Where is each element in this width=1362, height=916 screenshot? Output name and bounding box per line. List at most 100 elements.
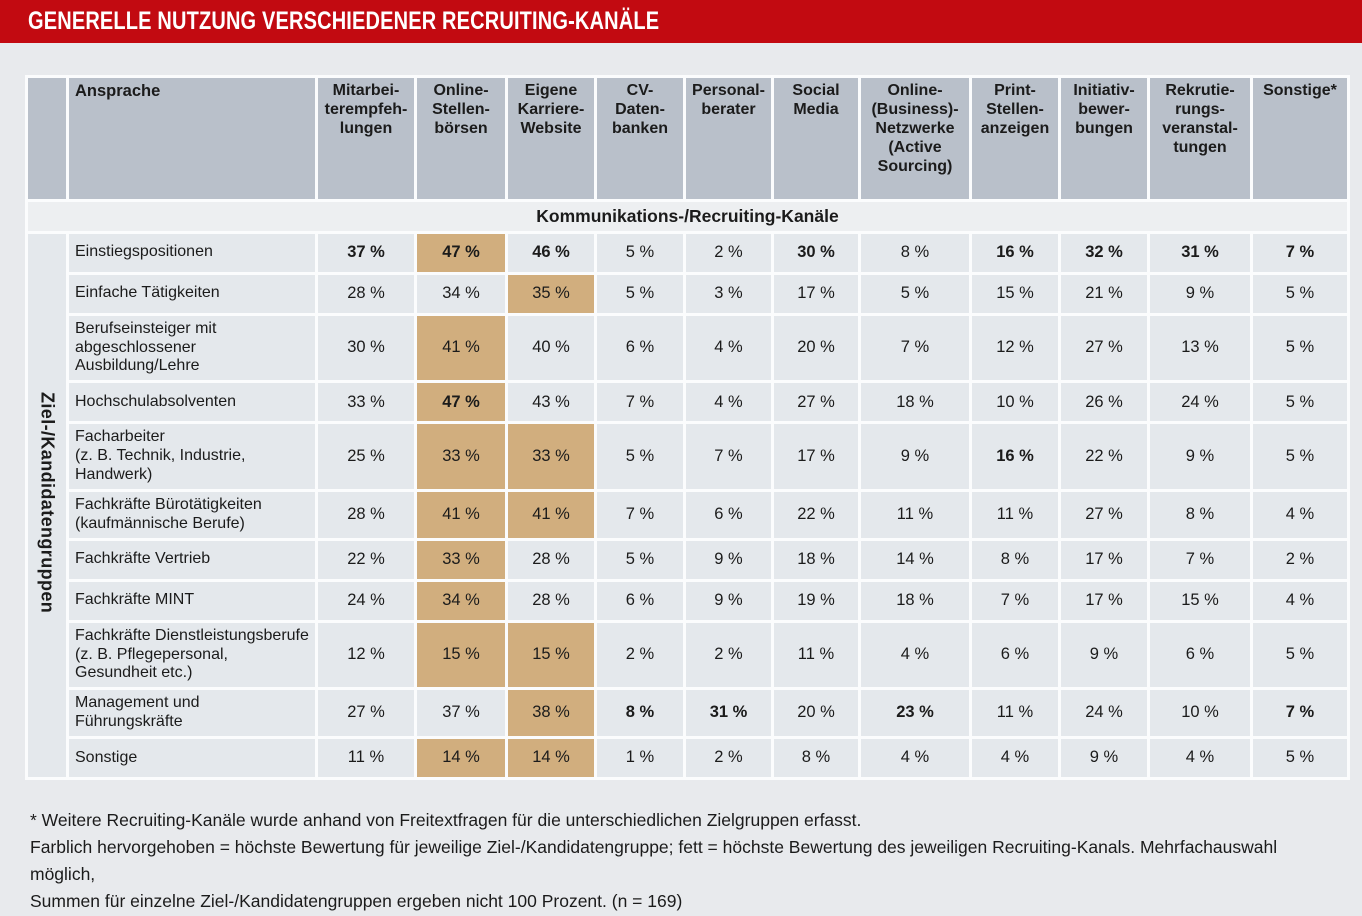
value-cell: 33 % [417,540,505,579]
value-cell: 2 % [1253,540,1347,579]
row-label: Sonstige [69,739,315,778]
value-cell: 15 % [972,274,1058,313]
value-cell: 20 % [774,690,858,737]
column-header: Online- (Business)- Netzwerke (Active So… [861,78,969,199]
value-cell: 34 % [417,581,505,620]
row-label: Management und Führungskräfte [69,690,315,737]
value-cell: 8 % [597,690,683,737]
table-row: Fachkräfte Bürotätigkeiten (kaufmännisch… [28,491,1347,538]
column-header: CV- Daten- banken [597,78,683,199]
value-cell: 7 % [597,491,683,538]
value-cell: 5 % [1253,424,1347,489]
value-cell: 11 % [972,491,1058,538]
value-cell: 10 % [1150,690,1250,737]
value-cell: 37 % [318,233,414,272]
value-cell: 37 % [417,690,505,737]
value-cell: 10 % [972,383,1058,422]
value-cell: 15 % [508,622,594,688]
footnotes: * Weitere Recruiting-Kanäle wurde anhand… [30,807,1337,916]
value-cell: 41 % [417,315,505,381]
value-cell: 35 % [508,274,594,313]
value-cell: 17 % [774,274,858,313]
footnote-legend-line-2: Summen für einzelne Ziel-/Kandidatengrup… [30,891,683,912]
row-label: Facharbeiter (z. B. Technik, Industrie, … [69,424,315,489]
table-row: Fachkräfte Dienstleistungsberufe (z. B. … [28,622,1347,688]
column-header: Eigene Karriere- Website [508,78,594,199]
value-cell: 7 % [1253,233,1347,272]
figure-title-bar: GENERELLE NUTZUNG VERSCHIEDENER RECRUITI… [0,0,1362,43]
value-cell: 7 % [972,581,1058,620]
value-cell: 5 % [597,540,683,579]
recruiting-channels-table: Ansprache Mitarbei- terempfeh- lungen Onli… [25,75,1350,781]
value-cell: 28 % [318,274,414,313]
value-cell: 7 % [861,315,969,381]
value-cell: 27 % [318,690,414,737]
value-cell: 6 % [597,315,683,381]
value-cell: 23 % [861,690,969,737]
value-cell: 7 % [1150,540,1250,579]
value-cell: 9 % [686,540,771,579]
value-cell: 33 % [508,424,594,489]
value-cell: 4 % [686,315,771,381]
value-cell: 8 % [1150,491,1250,538]
row-label: Fachkräfte Bürotätigkeiten (kaufmännisch… [69,491,315,538]
value-cell: 28 % [508,540,594,579]
row-label: Fachkräfte Vertrieb [69,540,315,579]
value-cell: 1 % [597,739,683,778]
value-cell: 22 % [1061,424,1147,489]
value-cell: 6 % [972,622,1058,688]
column-header: Print- Stellen- anzeigen [972,78,1058,199]
table-row: Facharbeiter (z. B. Technik, Industrie, … [28,424,1347,489]
table-row: Ziel-/Kandidatengruppen Einstiegsposition… [28,233,1347,778]
column-header: Sonstige* [1253,78,1347,199]
value-cell: 7 % [597,383,683,422]
value-cell: 18 % [861,581,969,620]
table-header: Ansprache Mitarbei- terempfeh- lungen Onli… [28,78,1347,199]
value-cell: 15 % [1150,581,1250,620]
value-cell: 7 % [1253,690,1347,737]
value-cell: 2 % [686,233,771,272]
table-row: Einfache Tätigkeiten 28 % 34 % 35 % 5 % 3 % 17… [28,274,1347,313]
value-cell: 9 % [1061,622,1147,688]
value-cell: 11 % [972,690,1058,737]
value-cell: 30 % [318,315,414,381]
value-cell: 41 % [417,491,505,538]
corner-blank-cell [28,78,66,199]
value-cell: 18 % [861,383,969,422]
value-cell: 33 % [318,383,414,422]
value-cell: 9 % [1061,739,1147,778]
column-header: Initiativ- bewer- bungen [1061,78,1147,199]
value-cell: 17 % [1061,581,1147,620]
value-cell: 2 % [597,622,683,688]
value-cell: 9 % [1150,274,1250,313]
value-cell: 5 % [597,233,683,272]
value-cell: 4 % [861,739,969,778]
value-cell: 7 % [686,424,771,489]
value-cell: 14 % [508,739,594,778]
value-cell: 4 % [1253,581,1347,620]
value-cell: 40 % [508,315,594,381]
value-cell: 4 % [1253,491,1347,538]
table-row: Berufseinsteiger mit abgeschlossener Aus… [28,315,1347,381]
value-cell: 15 % [417,622,505,688]
value-cell: 11 % [861,491,969,538]
value-cell: 14 % [861,540,969,579]
table-row: Fachkräfte MINT 24 % 34 % 28 % 6 % 9 % 19 % 18 … [28,581,1347,620]
value-cell: 6 % [686,491,771,538]
column-header: Online- Stellen- börsen [417,78,505,199]
value-cell: 5 % [1253,739,1347,778]
column-header-ansprache: Ansprache [69,78,315,199]
value-cell: 4 % [686,383,771,422]
value-cell: 26 % [1061,383,1147,422]
value-cell: 24 % [1061,690,1147,737]
value-cell: 27 % [1061,315,1147,381]
value-cell: 47 % [417,383,505,422]
value-cell: 46 % [508,233,594,272]
column-header: Social Media [774,78,858,199]
value-cell: 6 % [597,581,683,620]
value-cell: 19 % [774,581,858,620]
value-cell: 28 % [508,581,594,620]
value-cell: 12 % [972,315,1058,381]
figure-title: GENERELLE NUTZUNG VERSCHIEDENER RECRUITI… [28,7,660,35]
value-cell: 17 % [774,424,858,489]
